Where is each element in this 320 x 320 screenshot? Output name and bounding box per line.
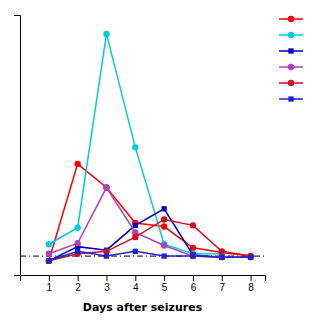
legend-item bbox=[279, 32, 303, 38]
series-point bbox=[161, 206, 166, 211]
x-tick-mark bbox=[106, 275, 107, 281]
x-tick-mark bbox=[78, 275, 79, 281]
series-point bbox=[248, 255, 253, 260]
legend-swatch-marker bbox=[288, 16, 294, 22]
legend bbox=[279, 16, 303, 102]
series-point bbox=[132, 234, 138, 240]
x-tick: 5 bbox=[162, 275, 168, 293]
x-tick: 8 bbox=[248, 275, 254, 293]
series-point bbox=[46, 251, 52, 257]
chart: 1 2 3 4 5 6 7 8 Days after seizures bbox=[0, 0, 320, 320]
x-tick-label: 3 bbox=[104, 282, 110, 293]
x-tick-mark bbox=[135, 275, 136, 281]
legend-item bbox=[279, 64, 303, 70]
series-point bbox=[161, 223, 167, 229]
x-tick-mark bbox=[222, 275, 223, 281]
legend-item bbox=[279, 80, 303, 86]
series-point bbox=[132, 144, 138, 150]
series-point bbox=[190, 253, 196, 259]
legend-item bbox=[279, 16, 303, 22]
series-point bbox=[161, 253, 166, 258]
series-point bbox=[46, 258, 52, 264]
legend-swatch-marker bbox=[288, 96, 293, 101]
series-point bbox=[133, 249, 138, 254]
x-tick: 2 bbox=[75, 275, 81, 293]
series-line bbox=[49, 34, 222, 254]
x-tick-label: 8 bbox=[248, 282, 254, 293]
x-tick-mark bbox=[164, 275, 165, 281]
series-point bbox=[46, 258, 51, 263]
y-axis bbox=[14, 16, 21, 276]
series-point bbox=[74, 161, 80, 167]
series-point bbox=[161, 216, 167, 222]
x-tick-mark bbox=[193, 275, 194, 281]
series-point bbox=[104, 253, 109, 258]
series-point bbox=[133, 223, 138, 228]
legend-swatch-marker bbox=[288, 64, 294, 70]
series-point bbox=[219, 255, 224, 260]
series-point bbox=[74, 240, 80, 246]
x-tick: 4 bbox=[133, 275, 139, 293]
series-line bbox=[49, 209, 251, 261]
series-point bbox=[219, 254, 225, 260]
legend-item bbox=[279, 48, 303, 53]
x-tick-label: 6 bbox=[191, 282, 197, 293]
series-point bbox=[219, 248, 225, 254]
series-point bbox=[103, 31, 109, 37]
series-line bbox=[49, 219, 251, 260]
series-point bbox=[190, 222, 196, 228]
legend-swatch-marker bbox=[288, 80, 294, 86]
legend-item bbox=[279, 96, 303, 101]
series-point bbox=[247, 253, 253, 259]
series-point bbox=[46, 241, 52, 247]
x-tick-label: 4 bbox=[133, 282, 139, 293]
marks bbox=[20, 31, 265, 264]
series-point bbox=[247, 254, 253, 260]
x-axis-title: Days after seizures bbox=[83, 301, 203, 314]
series-point bbox=[219, 255, 224, 260]
series-point bbox=[74, 225, 80, 231]
x-tick: 7 bbox=[219, 275, 225, 293]
series-point bbox=[103, 184, 109, 190]
series-point bbox=[75, 249, 80, 254]
x-axis-line bbox=[21, 276, 266, 282]
series-point bbox=[248, 255, 253, 260]
x-tick: 3 bbox=[104, 275, 110, 293]
series-point bbox=[46, 258, 52, 264]
x-tick: 1 bbox=[47, 275, 53, 293]
series-line bbox=[49, 188, 251, 258]
x-tick: 6 bbox=[191, 275, 197, 293]
y-axis-line bbox=[14, 16, 21, 276]
series-point bbox=[46, 258, 51, 263]
x-tick-label: 7 bbox=[219, 282, 225, 293]
series-point bbox=[161, 242, 167, 248]
series-point bbox=[103, 184, 109, 190]
plot: 1 2 3 4 5 6 7 8 Days after seizures bbox=[14, 16, 266, 315]
series-point bbox=[190, 253, 195, 258]
x-tick-label: 2 bbox=[75, 282, 81, 293]
series-point bbox=[247, 253, 253, 259]
legend-swatch-marker bbox=[288, 32, 294, 38]
series-line bbox=[49, 164, 251, 261]
x-tick-mark bbox=[251, 275, 252, 281]
legend-swatch-marker bbox=[288, 48, 293, 53]
x-axis: 1 2 3 4 5 6 7 8 bbox=[21, 275, 266, 293]
x-tick-mark bbox=[49, 275, 50, 281]
x-tick-label: 1 bbox=[47, 282, 53, 293]
x-tick-label: 5 bbox=[162, 282, 168, 293]
